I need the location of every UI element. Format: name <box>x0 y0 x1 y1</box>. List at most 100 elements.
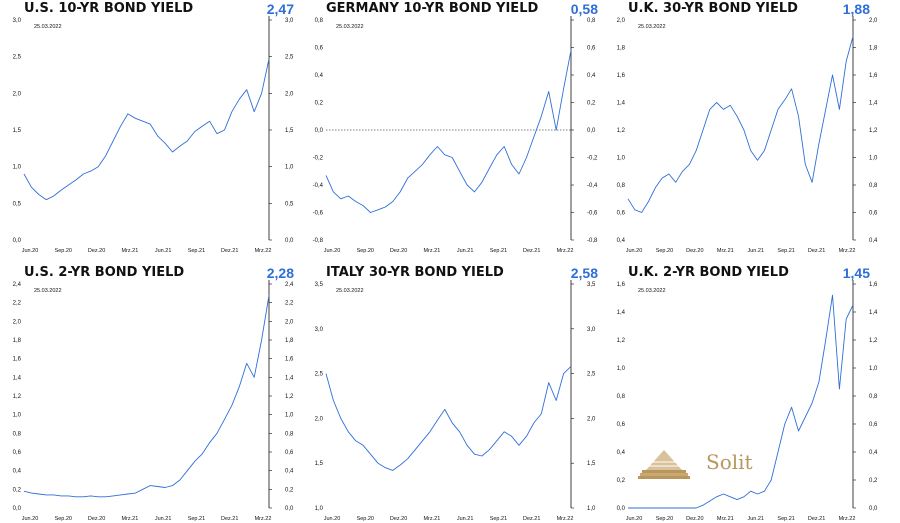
y-tick-label-left: 0,8 <box>13 431 22 437</box>
y-tick-label-right: 1,5 <box>587 461 596 467</box>
y-tick-label-right: 1,0 <box>869 156 878 162</box>
x-tick-label: Jun.20 <box>626 248 643 254</box>
y-tick-label-right: 0,4 <box>869 450 878 456</box>
y-tick-label-right: 2,0 <box>285 319 294 325</box>
y-tick-label-right: 0,4 <box>587 73 596 79</box>
x-tick-label: Jun.20 <box>22 516 39 522</box>
y-tick-label-left: 0,2 <box>315 101 324 107</box>
y-tick-label-right: 1,0 <box>285 413 294 419</box>
series-line <box>628 294 854 509</box>
y-tick-label-left: 1,0 <box>13 413 22 419</box>
y-tick-label-right: 2,5 <box>285 55 294 61</box>
y-tick-label-left: -0,4 <box>313 183 324 189</box>
y-tick-label-right: 0,5 <box>285 201 294 207</box>
last-value: 2,28 <box>266 265 294 281</box>
y-tick-label-left: 0,0 <box>315 128 324 134</box>
y-tick-label-left: 0,6 <box>315 46 324 52</box>
y-tick-label-left: 1,2 <box>617 128 626 134</box>
y-tick-label-right: 0,2 <box>587 101 596 107</box>
x-tick-label: Dez.20 <box>88 248 105 254</box>
y-tick-label-left: 0,0 <box>13 506 22 512</box>
y-tick-label-left: -0,8 <box>313 238 324 244</box>
x-tick-label: Sep.20 <box>55 248 72 254</box>
y-tick-label-right: 1,2 <box>869 128 878 134</box>
x-tick-label: Mrz.21 <box>423 248 440 254</box>
y-tick-label-right: 2,5 <box>587 372 596 378</box>
x-tick-label: Dez.20 <box>390 248 407 254</box>
x-tick-label: Jun.20 <box>22 248 39 254</box>
y-tick-label-right: 0,4 <box>869 238 878 244</box>
y-tick-label-left: 1,5 <box>315 461 324 467</box>
y-tick-label-right: 0,8 <box>587 18 596 24</box>
y-tick-label-left: 1,6 <box>13 357 22 363</box>
y-tick-label-right: 0,0 <box>285 238 294 244</box>
x-tick-label: Jun.21 <box>747 248 764 254</box>
x-tick-label: Dez.21 <box>221 516 238 522</box>
x-tick-label: Mrz.21 <box>121 248 138 254</box>
y-tick-label-left: 0,6 <box>617 422 626 428</box>
y-tick-label-right: 2,0 <box>869 18 878 24</box>
series-line <box>325 50 572 213</box>
x-tick-label: Sep.21 <box>188 516 205 522</box>
y-tick-label-right: 1,0 <box>869 366 878 372</box>
y-tick-label-right: 1,4 <box>869 101 878 107</box>
chart-title: U.K. 2-YR BOND YIELD <box>628 265 789 280</box>
y-tick-label-right: 0,4 <box>285 469 294 475</box>
y-tick-label-right: 1,8 <box>285 338 294 344</box>
chart-title: U.S. 2-YR BOND YIELD <box>24 265 185 280</box>
y-tick-label-left: 0,8 <box>617 394 626 400</box>
y-tick-label-left: 1,2 <box>617 338 626 344</box>
y-tick-label-left: 1,4 <box>617 101 626 107</box>
line-chart: 1,0 1,0 1,5 1,5 2,0 2,0 2,5 2,5 3,0 3,0 3,5 3,5 Jun.… <box>315 280 596 522</box>
chart-panel-uk-2y: U.K. 2-YR BOND YIELD 1,45 0,0 0,0 0,2 0,2 0,… <box>617 264 900 522</box>
x-tick-label: Dez.21 <box>221 248 238 254</box>
y-tick-label-left: 0,0 <box>13 238 22 244</box>
x-tick-label: Dez.20 <box>686 248 703 254</box>
y-tick-label-left: 1,2 <box>13 394 22 400</box>
line-chart: 0,0 0,0 0,5 0,5 1,0 1,0 1,5 1,5 2,0 2,0 2,5 2,5 3,0 3… <box>13 16 294 254</box>
y-tick-label-left: -0,6 <box>313 211 324 217</box>
y-tick-label-left: 2,5 <box>13 55 22 61</box>
line-chart: 0,0 0,0 0,2 0,2 0,4 0,4 0,6 0,6 0,8 0,8 1,0 1,0 1,2 1… <box>13 280 294 522</box>
y-tick-label-right: 1,5 <box>285 128 294 134</box>
y-tick-label-right: 2,2 <box>285 301 294 307</box>
series-line <box>23 295 270 498</box>
y-tick-label-right: 0,8 <box>869 183 878 189</box>
y-tick-label-left: 0,8 <box>315 18 324 24</box>
x-tick-label: Mrz.21 <box>717 248 734 254</box>
series-line <box>23 58 270 201</box>
x-tick-label: Sep.20 <box>357 248 374 254</box>
line-chart: 0,4 0,4 0,6 0,6 0,8 0,8 1,0 1,0 1,2 1,2 1,4 1,4 1,6 1… <box>617 16 878 254</box>
date-label: 25.03.2022 <box>34 24 62 30</box>
y-tick-label-left: 1,8 <box>13 338 22 344</box>
y-tick-label-left: -0,2 <box>313 156 324 162</box>
y-tick-label-right: 0,6 <box>869 422 878 428</box>
x-tick-label: Dez.20 <box>88 516 105 522</box>
y-tick-label-right: -0,2 <box>587 156 598 162</box>
y-tick-label-left: 0,6 <box>13 450 22 456</box>
y-tick-label-right: 1,8 <box>869 46 878 52</box>
x-tick-label: Sep.20 <box>357 516 374 522</box>
last-value: 1,45 <box>842 265 870 281</box>
solit-logo-icon <box>638 450 690 479</box>
y-tick-label-left: 2,4 <box>13 282 22 288</box>
y-tick-label-right: -0,8 <box>587 238 598 244</box>
x-tick-label: Dez.21 <box>523 516 540 522</box>
chart-title: U.K. 30-YR BOND YIELD <box>628 1 798 16</box>
x-tick-label: Sep.20 <box>55 516 72 522</box>
chart-title: GERMANY 10-YR BOND YIELD <box>326 1 539 16</box>
chart-title: ITALY 30-YR BOND YIELD <box>326 265 504 280</box>
chart-panel-germany-10y: GERMANY 10-YR BOND YIELD 0,58 -0,8 -0,8 -0… <box>313 0 616 255</box>
x-tick-label: Mrz.22 <box>839 516 856 522</box>
y-tick-label-left: 1,0 <box>617 366 626 372</box>
line-chart: -0,8 -0,8 -0,6 -0,6 -0,4 -0,4 -0,2 -0,2 0,0 0,0 0,… <box>313 16 598 254</box>
x-tick-label: Sep.21 <box>490 516 507 522</box>
date-label: 25.03.2022 <box>638 24 666 30</box>
y-tick-label-left: 3,0 <box>13 18 22 24</box>
y-tick-label-left: 2,2 <box>13 301 22 307</box>
last-value: 2,47 <box>266 1 294 17</box>
y-tick-label-left: 0,2 <box>13 487 22 493</box>
x-tick-label: Sep.21 <box>490 248 507 254</box>
y-tick-label-right: -0,4 <box>587 183 598 189</box>
x-tick-label: Dez.20 <box>390 516 407 522</box>
